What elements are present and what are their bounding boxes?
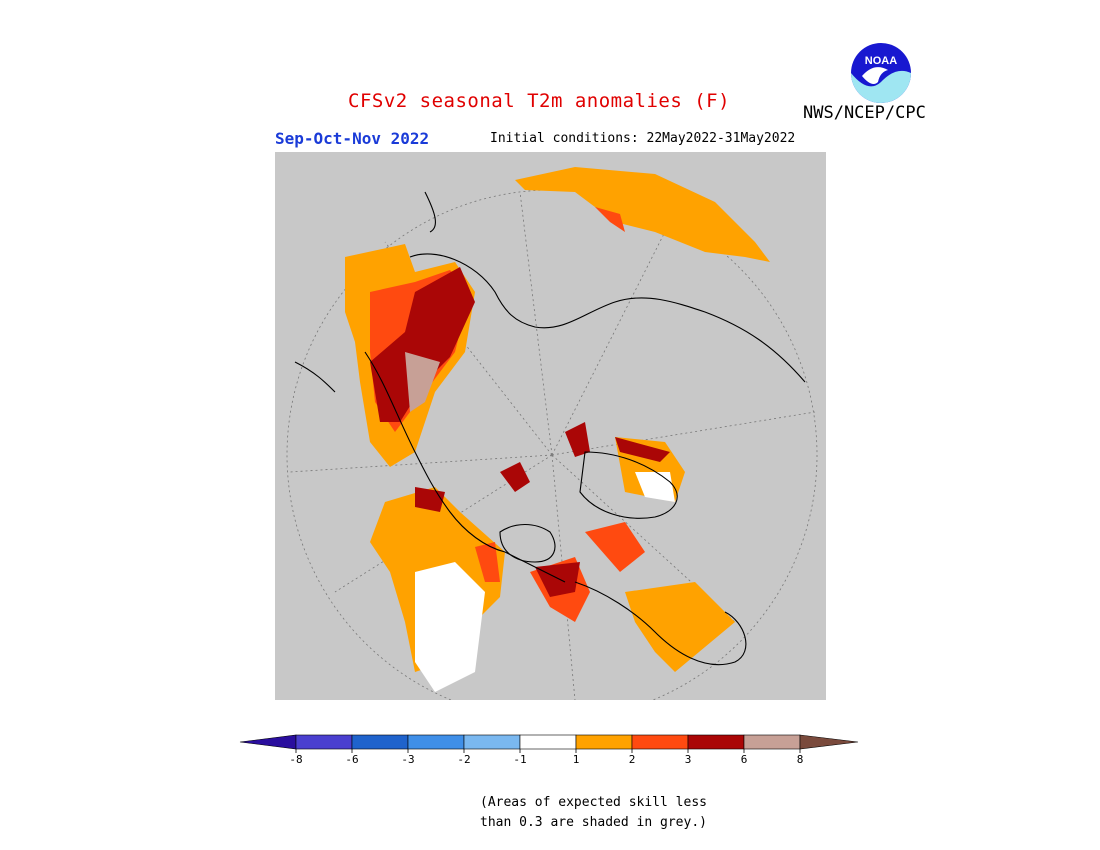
anomaly-fields [345,167,770,692]
colorbar-high-arrow [799,734,859,750]
season-label: Sep-Oct-Nov 2022 [275,129,430,148]
colorbar-tick-label: -1 [513,753,526,766]
colorbar-swatch [463,734,521,750]
noaa-logo: NOAA [851,43,911,103]
colorbar: -8 -6 -3 -2 -1 1 2 3 6 8 [239,734,859,766]
colorbar-tick-label: 6 [741,753,748,766]
coastlines [294,191,806,666]
colorbar-tick-label: 2 [629,753,636,766]
colorbar-low-arrow [239,734,297,750]
svg-text:NOAA: NOAA [865,55,897,67]
colorbar-tick-label: -3 [401,753,414,766]
polar-map [275,152,826,700]
colorbar-tick-label: 1 [573,753,580,766]
colorbar-swatch [351,734,409,750]
initial-conditions-label: Initial conditions: 22May2022-31May2022 [490,131,796,146]
colorbar-swatch [407,734,465,750]
colorbar-swatch [743,734,801,750]
agency-label: NWS/NCEP/CPC [803,103,926,123]
skill-note: (Areas of expected skill less than 0.3 a… [480,795,707,830]
colorbar-swatch [519,734,577,750]
colorbar-swatch [295,734,353,750]
colorbar-tick-label: 8 [797,753,804,766]
colorbar-swatch [631,734,689,750]
colorbar-tick-label: -8 [289,753,302,766]
chart-title: CFSv2 seasonal T2m anomalies (F) [348,90,731,112]
colorbar-tick-label: -6 [345,753,358,766]
colorbar-swatch [687,734,745,750]
colorbar-swatch [575,734,633,750]
colorbar-tick-label: -2 [457,753,470,766]
colorbar-tick-label: 3 [685,753,692,766]
